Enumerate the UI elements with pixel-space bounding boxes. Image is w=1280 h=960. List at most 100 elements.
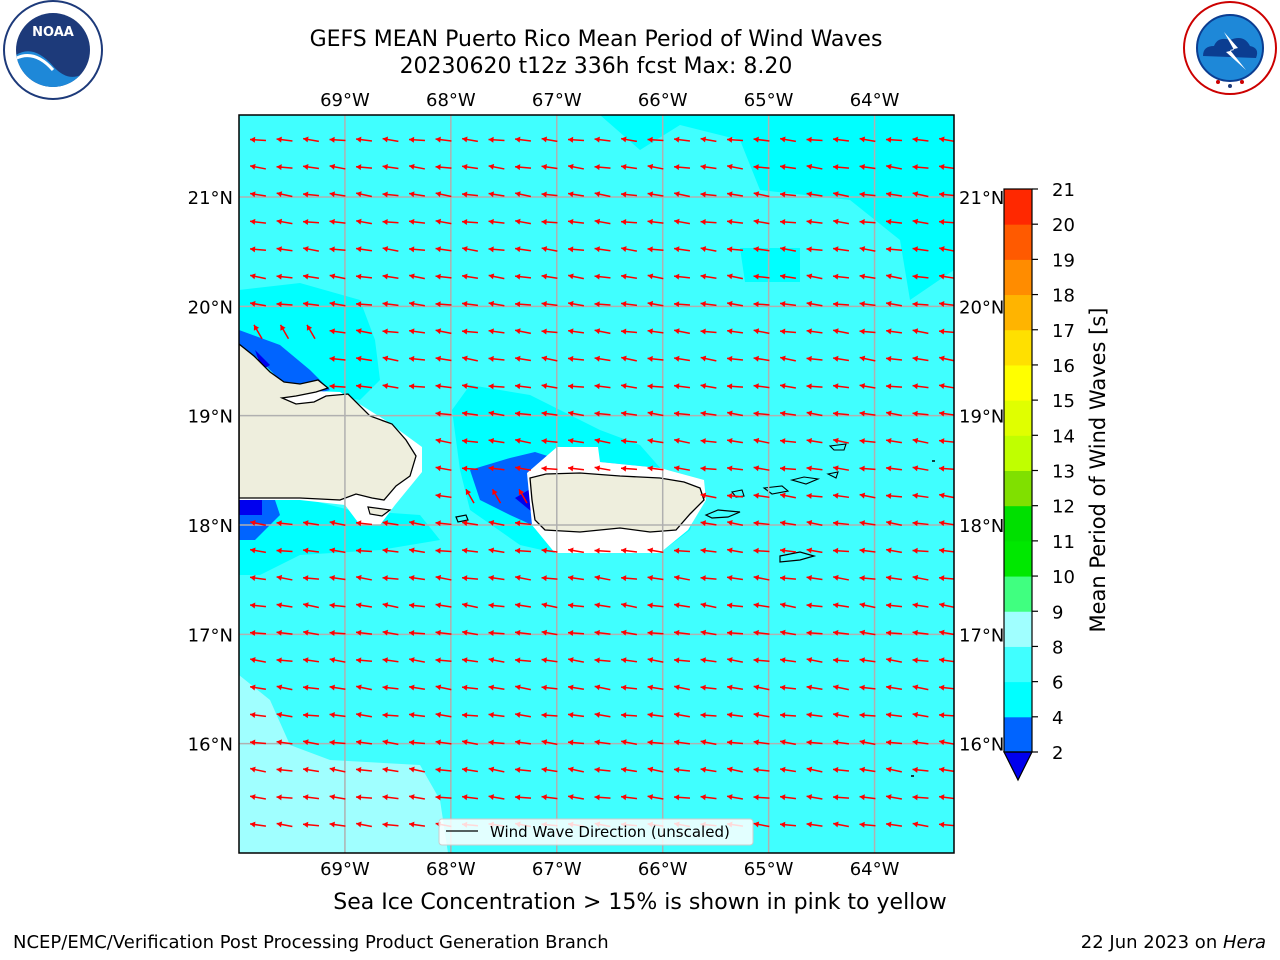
wind-wave-arrow xyxy=(647,355,664,362)
wind-wave-arrow xyxy=(541,712,558,719)
wind-wave-arrow xyxy=(806,355,823,362)
map-legend: Wind Wave Direction (unscaled) xyxy=(438,818,754,846)
wind-wave-arrow xyxy=(885,794,903,801)
wind-wave-arrow xyxy=(488,163,505,170)
wind-wave-arrow xyxy=(647,410,664,417)
wind-wave-arrow xyxy=(912,629,929,636)
wind-wave-arrow xyxy=(567,383,585,390)
wind-wave-arrow xyxy=(567,684,585,691)
wind-wave-arrow xyxy=(514,164,532,171)
wind-wave-arrow xyxy=(302,684,320,691)
wind-wave-arrow xyxy=(303,739,319,746)
wind-wave-arrow xyxy=(435,191,452,198)
wind-wave-arrow xyxy=(408,794,426,801)
wind-wave-arrow xyxy=(726,629,744,636)
wind-wave-arrow xyxy=(514,520,532,527)
wind-wave-arrow xyxy=(620,766,638,773)
wind-wave-arrow xyxy=(832,273,850,280)
wind-wave-arrow xyxy=(462,602,478,609)
wind-wave-arrow xyxy=(355,657,373,664)
wind-wave-arrow xyxy=(409,520,425,526)
wind-wave-arrow xyxy=(461,273,479,280)
wind-wave-arrow xyxy=(647,794,664,801)
footer-credit: NCEP/EMC/Verification Post Processing Pr… xyxy=(13,932,609,953)
wind-wave-arrow xyxy=(461,328,479,335)
wind-wave-arrow xyxy=(488,328,505,335)
wind-wave-arrow xyxy=(594,246,611,253)
wind-wave-arrow xyxy=(276,739,293,746)
wind-wave-arrow xyxy=(753,355,770,362)
colorbar-tick-label: 12 xyxy=(1052,497,1075,518)
longitude-label: 67°W xyxy=(532,90,582,111)
colorbar-tick-label: 13 xyxy=(1052,462,1075,483)
wind-wave-arrow xyxy=(885,492,903,499)
wind-wave-arrow xyxy=(409,273,425,280)
wind-wave-arrow xyxy=(594,739,611,746)
wind-wave-arrow xyxy=(514,629,532,636)
wind-wave-arrow xyxy=(409,163,425,170)
wind-wave-arrow xyxy=(912,328,929,335)
wind-wave-arrow xyxy=(568,657,584,663)
wind-wave-arrow xyxy=(382,301,399,308)
wind-wave-arrow xyxy=(938,273,954,280)
wind-wave-arrow xyxy=(727,766,743,773)
wind-wave-arrow xyxy=(647,246,664,253)
wind-wave-arrow xyxy=(249,739,267,746)
wind-wave-arrow xyxy=(329,191,346,198)
wind-wave-arrow xyxy=(700,547,717,554)
wind-wave-arrow xyxy=(938,684,954,691)
wind-wave-arrow xyxy=(276,520,293,527)
wind-wave-arrow xyxy=(886,766,902,773)
wind-wave-arrow xyxy=(938,657,954,664)
wind-wave-arrow xyxy=(753,629,770,636)
wind-wave-arrow xyxy=(329,766,346,773)
wind-wave-arrow xyxy=(647,575,664,581)
noaa-logo-text: NOAA xyxy=(32,25,74,40)
wind-wave-arrow xyxy=(647,657,664,663)
wind-wave-arrow xyxy=(674,328,690,335)
wind-wave-arrow xyxy=(832,766,850,773)
wind-wave-arrow xyxy=(594,410,611,417)
wind-wave-arrow xyxy=(753,383,770,390)
wind-wave-arrow xyxy=(647,629,664,636)
wind-wave-arrow xyxy=(647,465,664,472)
wind-wave-arrow xyxy=(355,739,373,746)
wind-wave-arrow xyxy=(832,218,850,225)
wind-wave-arrow xyxy=(726,602,744,609)
noaa-logo: NOAA xyxy=(3,0,103,100)
wind-wave-arrow xyxy=(408,684,426,691)
wind-wave-arrow xyxy=(461,575,479,582)
wind-wave-arrow xyxy=(673,355,691,362)
wind-wave-arrow xyxy=(276,273,293,280)
wind-wave-arrow xyxy=(435,520,452,527)
wind-wave-arrow xyxy=(488,766,505,773)
wind-wave-arrow xyxy=(382,355,399,362)
wind-wave-arrow xyxy=(621,246,637,252)
wind-wave-arrow xyxy=(700,657,717,664)
wind-wave-arrow xyxy=(408,246,426,253)
wind-wave-arrow xyxy=(329,136,346,143)
wind-wave-arrow xyxy=(885,684,903,691)
wind-wave-arrow xyxy=(726,218,744,225)
wind-wave-arrow xyxy=(382,191,399,198)
wind-wave-arrow xyxy=(488,629,505,636)
wind-wave-arrow xyxy=(647,163,664,170)
wind-wave-arrow xyxy=(514,766,532,773)
wind-wave-arrow xyxy=(620,164,638,170)
wind-wave-arrow xyxy=(938,712,954,719)
wind-wave-arrow xyxy=(674,684,690,691)
latitude-label: 16°N xyxy=(188,735,233,756)
colorbar-segment xyxy=(1004,716,1032,753)
wind-wave-arrow xyxy=(806,465,823,472)
colorbar-tick-label: 15 xyxy=(1052,391,1075,412)
longitude-labels-top: 69°W 68°W 67°W 66°W 65°W 64°W xyxy=(320,90,900,111)
wind-wave-arrow xyxy=(541,657,558,664)
wind-wave-arrow xyxy=(806,629,823,636)
wind-wave-arrow xyxy=(832,657,850,664)
wind-wave-arrow xyxy=(806,766,823,773)
wind-wave-arrow xyxy=(488,739,505,746)
colorbar-tick-label: 6 xyxy=(1052,673,1063,694)
wind-wave-arrow xyxy=(408,328,426,335)
wind-wave-arrow xyxy=(541,355,558,362)
wind-wave-arrow xyxy=(726,492,744,499)
